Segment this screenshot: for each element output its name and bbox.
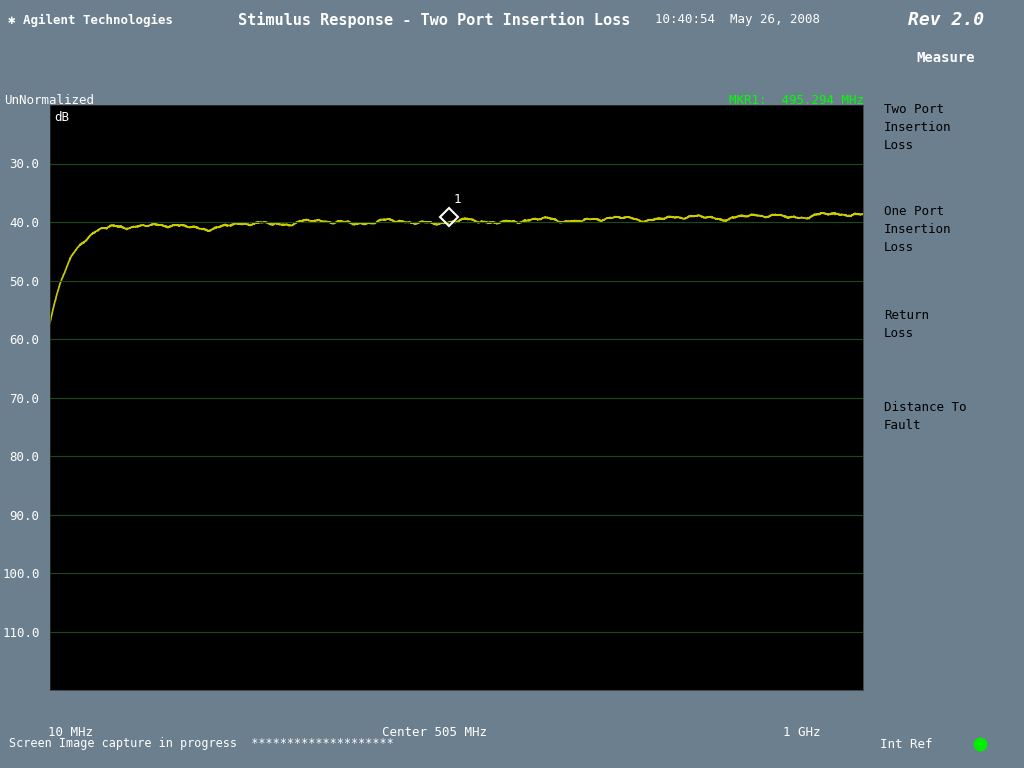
Text: 1 GHz: 1 GHz <box>782 726 820 739</box>
Text: 39.2 dB: 39.2 dB <box>811 140 863 153</box>
Text: Distance To
Fault: Distance To Fault <box>884 401 967 432</box>
Text: Measure: Measure <box>916 51 975 65</box>
Text: Center 505 MHz: Center 505 MHz <box>382 726 486 739</box>
Text: Screen Image capture in progress  ********************: Screen Image capture in progress *******… <box>8 737 393 750</box>
Text: 10:40:54  May 26, 2008: 10:40:54 May 26, 2008 <box>655 14 820 27</box>
Text: ✱ Agilent Technologies: ✱ Agilent Technologies <box>8 14 173 27</box>
Text: One Port
Insertion
Loss: One Port Insertion Loss <box>884 205 951 254</box>
Text: dB: dB <box>54 111 69 124</box>
Text: Int Ref: Int Ref <box>881 737 933 750</box>
Text: UnNormalized: UnNormalized <box>4 94 94 108</box>
Text: Stimulus Response - Two Port Insertion Loss: Stimulus Response - Two Port Insertion L… <box>238 12 630 28</box>
Text: Return
Loss: Return Loss <box>884 309 929 340</box>
Text: 1: 1 <box>454 193 461 206</box>
Text: Two Port
Insertion
Loss: Two Port Insertion Loss <box>884 103 951 152</box>
Text: MKR1:  495.294 MHz: MKR1: 495.294 MHz <box>729 94 863 108</box>
Text: Rev 2.0: Rev 2.0 <box>908 11 984 29</box>
Text: 10 MHz: 10 MHz <box>48 726 93 739</box>
